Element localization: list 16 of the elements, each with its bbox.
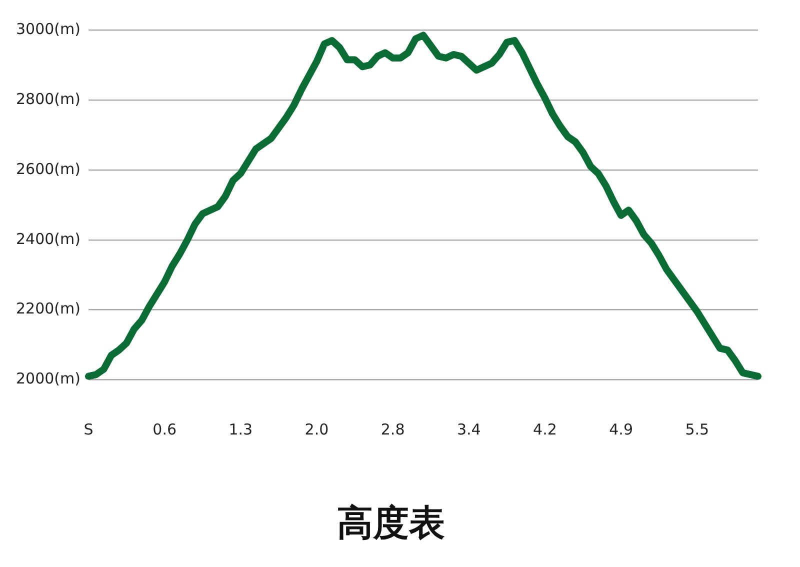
x-tick-label: 2.8 [380, 420, 405, 439]
x-tick-label: 3.4 [456, 420, 481, 439]
y-tick-label: 2800(m) [16, 90, 80, 108]
y-tick-label: 2400(m) [16, 230, 80, 248]
x-tick-label: 2.0 [304, 420, 329, 439]
y-tick-label: 2000(m) [16, 370, 80, 388]
text: 高度表 [337, 502, 445, 544]
x-tick-label: 1.3 [228, 420, 253, 439]
y-tick-label: 3000(m) [16, 20, 80, 38]
x-tick-label: 4.2 [533, 420, 557, 439]
y-tick-label: 2600(m) [16, 160, 80, 178]
y-tick-label: 2200(m) [16, 300, 80, 318]
x-tick-label: S [84, 420, 94, 439]
x-tick-label: 5.5 [685, 420, 710, 439]
x-tick-label: 0.6 [152, 420, 176, 439]
x-tick-label: 4.9 [609, 420, 633, 439]
